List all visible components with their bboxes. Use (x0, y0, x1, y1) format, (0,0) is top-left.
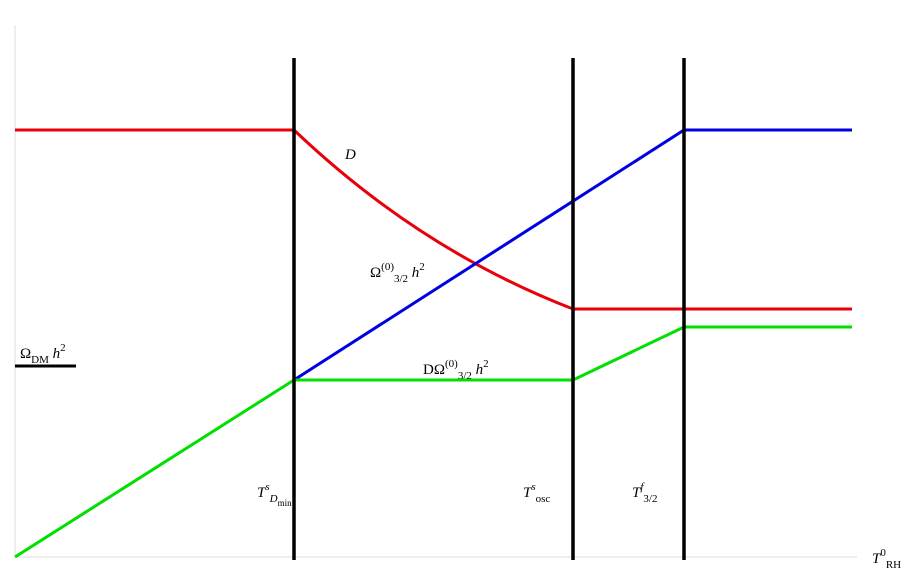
t-rh-label: T0RH (872, 547, 901, 570)
label-part: min (278, 498, 293, 508)
label-part: 3/2 (458, 370, 472, 382)
omega-dm-label: ΩDM h2 (20, 342, 66, 366)
label-part: D (344, 147, 356, 163)
t-f32-label: Tf3/2 (632, 481, 657, 505)
label-part: T (872, 551, 882, 567)
label-part: T (632, 485, 642, 501)
label-part: (0) (445, 358, 458, 370)
label-part: Ω (20, 346, 31, 362)
label-part: 3/2 (643, 493, 657, 505)
label-part: D (269, 493, 278, 505)
label-part: T (257, 485, 267, 501)
label-part: T (523, 485, 533, 501)
label-part: 2 (60, 342, 66, 354)
label-part: DΩ (423, 362, 445, 378)
label-part: Ω (370, 265, 381, 281)
label-part: h (472, 362, 483, 378)
t-dmin-label: TsDmin (257, 481, 292, 508)
d-label: D (344, 147, 356, 163)
label-part: h (408, 265, 419, 281)
label-part: RH (886, 559, 901, 570)
d-omega-32-label: DΩ(0)3/2 h2 (423, 358, 489, 382)
label-part: osc (536, 493, 551, 505)
label-part: 3/2 (394, 273, 408, 285)
label-part: 2 (419, 261, 425, 273)
label-part: 2 (483, 358, 489, 370)
label-part: s (265, 481, 269, 493)
omega-32-label: Ω(0)3/2 h2 (370, 261, 425, 285)
label-part: (0) (381, 261, 394, 273)
label-part: h (49, 346, 60, 362)
label-part: f (640, 481, 645, 493)
label-part: 0 (880, 547, 886, 559)
label-part: s (531, 481, 535, 493)
red-curve (292, 128, 852, 311)
t-osc-label: Tsosc (523, 481, 550, 505)
label-part: DM (31, 354, 49, 366)
